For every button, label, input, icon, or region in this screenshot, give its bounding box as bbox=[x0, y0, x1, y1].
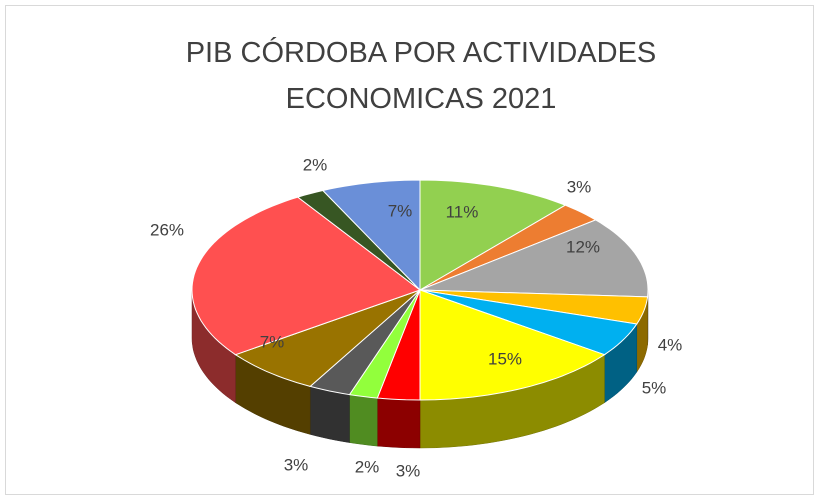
chart-frame bbox=[5, 5, 814, 495]
pie-slice-side bbox=[349, 394, 378, 447]
pie-slice bbox=[419, 289, 638, 356]
data-label: 3% bbox=[567, 177, 592, 196]
pie-slice bbox=[309, 289, 421, 396]
data-label: 7% bbox=[388, 201, 413, 220]
data-label: 2% bbox=[303, 155, 328, 174]
pie-slice bbox=[419, 289, 606, 401]
data-label: 3% bbox=[396, 461, 421, 480]
pie-slice bbox=[321, 179, 421, 292]
pie-slice-side bbox=[377, 397, 421, 449]
data-label: 12% bbox=[566, 237, 600, 256]
data-label: 3% bbox=[284, 455, 309, 474]
data-label: 11% bbox=[446, 202, 479, 221]
chart-title: PIB CÓRDOBA POR ACTIVIDADES ECONOMICAS 2… bbox=[185, 37, 657, 115]
pie-slice bbox=[419, 204, 597, 291]
pie-slice bbox=[191, 196, 422, 356]
data-label: 5% bbox=[642, 378, 667, 397]
pie-slice-side bbox=[309, 386, 350, 443]
data-label: 4% bbox=[658, 335, 683, 354]
pie-slice bbox=[419, 219, 649, 298]
data-label: 26% bbox=[150, 220, 184, 239]
pie-slice bbox=[234, 289, 421, 387]
data-label: 2% bbox=[355, 457, 380, 476]
data-label: 15% bbox=[488, 349, 522, 368]
pie-slice bbox=[419, 179, 567, 291]
data-label: 7% bbox=[260, 332, 285, 351]
